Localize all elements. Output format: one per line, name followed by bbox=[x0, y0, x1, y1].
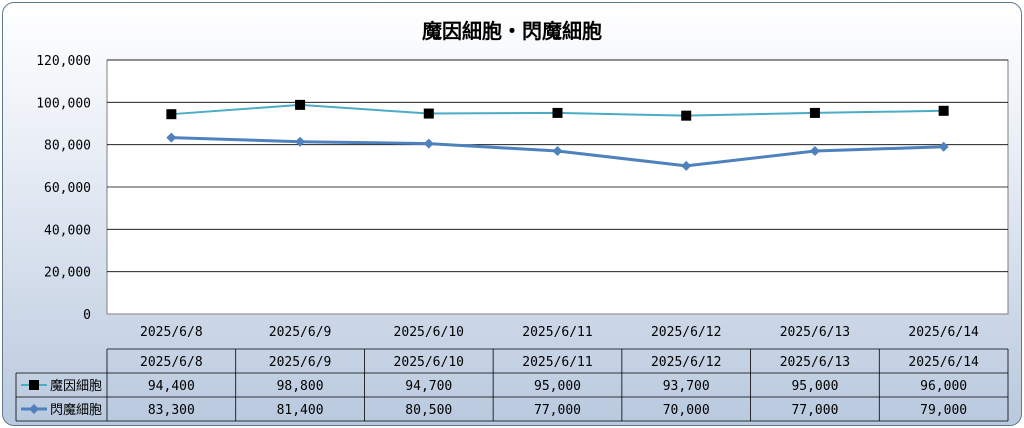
table-header-cell: 2025/6/13 bbox=[780, 355, 850, 370]
data-point-square bbox=[423, 108, 434, 119]
table-header-cell: 2025/6/9 bbox=[269, 355, 332, 370]
line-chart: 0 20,000 40,000 60,000 80,000 100,000 120,000 2… bbox=[15, 54, 1009, 422]
table-value-cell: 70,000 bbox=[663, 403, 710, 418]
legend-key-square bbox=[29, 380, 39, 390]
x-tick-label: 2025/6/11 bbox=[522, 325, 592, 340]
table-value-cell: 77,000 bbox=[534, 403, 581, 418]
x-tick-label: 2025/6/14 bbox=[908, 325, 979, 340]
legend-series-name: 魔因細胞 bbox=[50, 379, 102, 394]
data-point-diamond bbox=[809, 146, 820, 157]
x-tick-label: 2025/6/13 bbox=[780, 325, 850, 340]
data-point-diamond bbox=[166, 132, 177, 143]
x-tick-label: 2025/6/12 bbox=[651, 325, 721, 340]
table-value-cell: 95,000 bbox=[534, 379, 581, 394]
data-point-diamond bbox=[423, 138, 434, 149]
x-tick-label: 2025/6/9 bbox=[269, 325, 332, 340]
table-value-cell: 93,700 bbox=[663, 379, 710, 394]
table-value-cell: 96,000 bbox=[920, 379, 967, 394]
table-value-cell: 94,700 bbox=[405, 379, 452, 394]
table-value-cell: 83,300 bbox=[148, 403, 195, 418]
table-value-cell: 94,400 bbox=[148, 379, 195, 394]
table-header-cell: 2025/6/10 bbox=[394, 355, 464, 370]
legend-key-diamond bbox=[29, 404, 39, 414]
data-point-square bbox=[552, 107, 563, 118]
y-tick-label: 80,000 bbox=[44, 139, 91, 154]
legend-series-name: 閃魔細胞 bbox=[50, 403, 102, 418]
data-point-square bbox=[809, 107, 820, 118]
data-point-square bbox=[681, 110, 692, 121]
chart-title: 魔因細胞・閃魔細胞 bbox=[422, 19, 602, 43]
y-tick-label: 40,000 bbox=[44, 223, 91, 238]
y-tick-label: 0 bbox=[83, 308, 91, 323]
table-header-cell: 2025/6/12 bbox=[651, 355, 721, 370]
table-value-cell: 81,400 bbox=[277, 403, 324, 418]
table-value-cell: 95,000 bbox=[791, 379, 838, 394]
table-value-cell: 77,000 bbox=[791, 403, 838, 418]
table-header-cell: 2025/6/8 bbox=[140, 355, 203, 370]
table-value-cell: 80,500 bbox=[405, 403, 452, 418]
data-point-diamond bbox=[681, 160, 692, 171]
x-tick-label: 2025/6/8 bbox=[140, 325, 203, 340]
data-point-square bbox=[295, 99, 306, 110]
x-tick-label: 2025/6/10 bbox=[394, 325, 464, 340]
y-tick-label: 120,000 bbox=[36, 54, 91, 69]
table-header-cell: 2025/6/14 bbox=[908, 355, 979, 370]
data-point-square bbox=[938, 105, 949, 116]
data-point-diamond bbox=[295, 136, 306, 147]
y-tick-label: 100,000 bbox=[36, 96, 91, 111]
data-point-diamond bbox=[938, 141, 949, 152]
table-value-cell: 98,800 bbox=[277, 379, 324, 394]
y-tick-label: 60,000 bbox=[44, 181, 91, 196]
data-point-diamond bbox=[552, 146, 563, 157]
table-value-cell: 79,000 bbox=[920, 403, 967, 418]
y-tick-label: 20,000 bbox=[44, 266, 91, 281]
data-point-square bbox=[166, 109, 177, 120]
table-header-cell: 2025/6/11 bbox=[522, 355, 592, 370]
